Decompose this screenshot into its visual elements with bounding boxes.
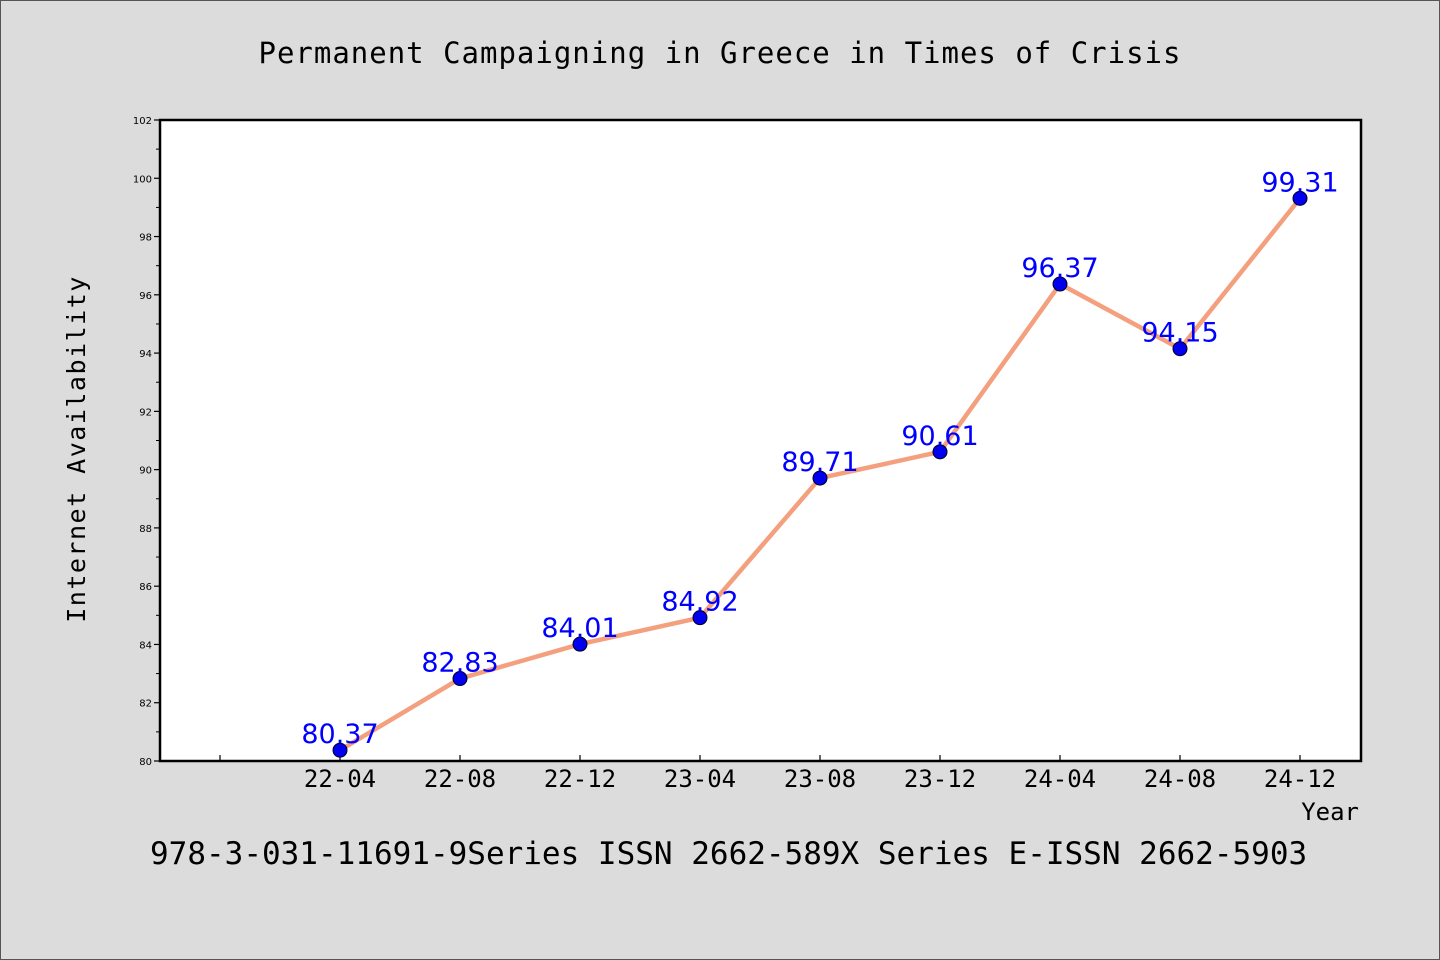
y-tick-label: 102 bbox=[133, 116, 152, 127]
data-label: 94.15 bbox=[1141, 318, 1218, 349]
y-tick-label: 94 bbox=[139, 349, 152, 360]
y-tick-label: 90 bbox=[139, 466, 152, 477]
data-labels: 80.37 82.83 84.01 84.92 89.71 90.61 96.37 94.15… bbox=[301, 167, 1338, 750]
data-label: 82.83 bbox=[421, 648, 498, 679]
y-tick-label: 86 bbox=[139, 582, 152, 593]
x-axis-label: Year bbox=[1301, 798, 1359, 826]
data-label: 84.01 bbox=[541, 613, 618, 644]
x-tick-label: 24-12 bbox=[1264, 765, 1336, 793]
y-tick-label: 96 bbox=[139, 291, 152, 302]
data-point bbox=[932, 444, 948, 460]
data-label: 84.92 bbox=[661, 587, 738, 618]
data-point bbox=[452, 671, 468, 687]
y-axis-label: Internet Availability bbox=[62, 275, 91, 623]
y-tick-label: 92 bbox=[139, 407, 152, 418]
data-point bbox=[572, 636, 588, 652]
x-tick-label: 22-12 bbox=[544, 765, 616, 793]
y-tick-label: 88 bbox=[139, 524, 152, 535]
data-point bbox=[812, 470, 828, 486]
y-tick-label: 82 bbox=[139, 699, 152, 710]
x-tick-label: 23-04 bbox=[664, 765, 736, 793]
plot-area bbox=[158, 118, 1363, 763]
y-tick-label: 84 bbox=[139, 640, 152, 651]
x-tick-label: 22-08 bbox=[424, 765, 496, 793]
data-point bbox=[1052, 276, 1068, 292]
data-label: 90.61 bbox=[901, 421, 978, 452]
data-label: 89.71 bbox=[781, 447, 858, 478]
data-markers bbox=[332, 190, 1308, 758]
x-tick-label: 23-08 bbox=[784, 765, 856, 793]
x-tick-label: 24-04 bbox=[1024, 765, 1096, 793]
x-tick-label: 24-08 bbox=[1144, 765, 1216, 793]
y-axis: 80 82 84 86 88 90 92 94 96 98 100 102 bbox=[133, 116, 160, 768]
data-point bbox=[1292, 190, 1308, 206]
data-point bbox=[1172, 341, 1188, 357]
data-label: 96.37 bbox=[1021, 253, 1098, 284]
data-point bbox=[692, 610, 708, 626]
data-point bbox=[332, 742, 348, 758]
x-axis: 22-04 22-08 22-12 23-04 23-08 23-12 24-04 24-08… bbox=[219, 755, 1336, 793]
data-label: 99.31 bbox=[1261, 167, 1338, 198]
x-tick-label: 23-12 bbox=[904, 765, 976, 793]
x-tick-label: 22-04 bbox=[304, 765, 376, 793]
data-label: 80.37 bbox=[301, 719, 378, 750]
y-tick-label: 80 bbox=[139, 757, 152, 768]
chart-title: Permanent Campaigning in Greece in Times… bbox=[259, 36, 1182, 70]
footer-text: 978-3-031-11691-9Series ISSN 2662-589X S… bbox=[150, 836, 1307, 872]
y-tick-label: 98 bbox=[139, 233, 152, 244]
y-tick-label: 100 bbox=[133, 174, 152, 185]
